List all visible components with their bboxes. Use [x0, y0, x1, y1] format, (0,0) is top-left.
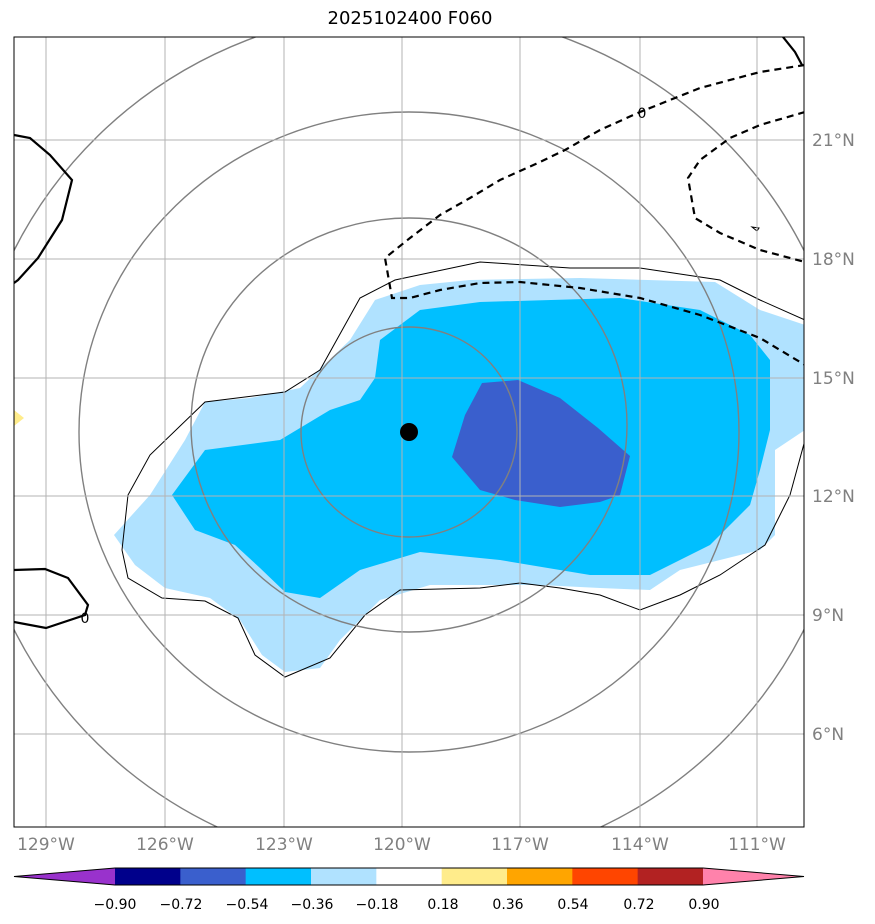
- coastlines: [121, 226, 804, 678]
- lat-label: 21°N: [812, 131, 855, 151]
- colorbar-segment: [637, 868, 704, 885]
- colorbar-tick-label: −0.54: [226, 897, 269, 913]
- storm-center-marker: [400, 423, 418, 441]
- contour-label-zero: 0: [81, 611, 90, 627]
- map-frame: [13, 36, 805, 828]
- fill-light-yellow: [14, 410, 24, 426]
- colorbar-tick-label: −0.36: [291, 897, 334, 913]
- colorbar-segment: [180, 868, 247, 885]
- fill-royal-blue: [452, 380, 630, 507]
- lat-label: 15°N: [812, 369, 855, 389]
- contours-solid: [14, 37, 803, 630]
- map-plot-area: 0 0: [14, 37, 804, 827]
- colorbar-segment: [245, 868, 312, 885]
- lat-label: 6°N: [812, 725, 844, 745]
- colorbar-segment: [14, 868, 115, 885]
- colorbar-tick-labels: −0.90 −0.72 −0.54 −0.36 −0.18 0.18 0.36 …: [94, 897, 720, 913]
- lon-label: 126°W: [136, 835, 194, 855]
- lon-label: 120°W: [373, 835, 431, 855]
- lon-label: 111°W: [728, 835, 786, 855]
- colorbar-segment: [572, 868, 639, 885]
- lon-label: 123°W: [255, 835, 313, 855]
- colorbar-segment: [115, 868, 181, 885]
- longitude-labels: 129°W 126°W 123°W 120°W 117°W 114°W 111°…: [17, 835, 786, 855]
- colorbar-tick-label: 0.72: [623, 897, 654, 913]
- colorbar-segment: [507, 868, 573, 885]
- colorbar-segment: [441, 868, 508, 885]
- contours-dashed: [383, 64, 804, 366]
- lon-label: 114°W: [611, 835, 669, 855]
- colorbar-outline: [13, 867, 805, 886]
- map-title: 2025102400 F060: [327, 8, 493, 29]
- lat-label: 12°N: [812, 487, 855, 507]
- lon-label: 117°W: [491, 835, 549, 855]
- colorbar-tick-label: −0.72: [160, 897, 203, 913]
- lon-label: 129°W: [17, 835, 75, 855]
- colorbar-segment: [703, 868, 804, 885]
- colorbar-tick-label: 0.18: [427, 897, 458, 913]
- colorbar-tick-label: 0.54: [557, 897, 588, 913]
- contour-label-zero: 0: [638, 106, 647, 122]
- colorbar-tick-label: 0.90: [688, 897, 719, 913]
- lat-label: 9°N: [812, 606, 844, 626]
- colorbar-tick-label: −0.18: [356, 897, 399, 913]
- colorbar-tick-label: 0.36: [492, 897, 523, 913]
- range-rings: [14, 37, 804, 827]
- lat-label: 18°N: [812, 250, 855, 270]
- colorbar-segment: [376, 868, 443, 885]
- colorbar-segment: [311, 868, 377, 885]
- colorbar: [13, 867, 805, 886]
- latitude-labels: 21°N 18°N 15°N 12°N 9°N 6°N: [812, 131, 855, 745]
- colorbar-tick-label: −0.90: [94, 897, 137, 913]
